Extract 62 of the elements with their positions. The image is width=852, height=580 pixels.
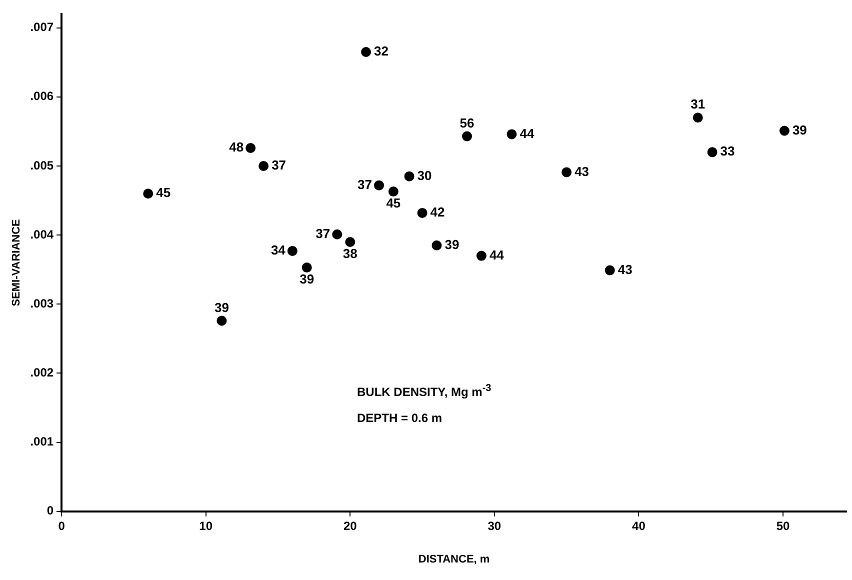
point <box>462 131 472 142</box>
point <box>432 240 442 250</box>
annotation: 45 <box>386 196 401 211</box>
annotation: 30 <box>417 168 432 183</box>
x-tick-label: 50 <box>776 518 790 533</box>
point <box>216 316 227 326</box>
x-axis-title: DISTANCE, m <box>418 553 490 566</box>
point <box>476 250 486 261</box>
y-tick-label: .007 <box>30 20 54 34</box>
annotation: 39 <box>444 237 460 252</box>
annotation: 44 <box>520 126 535 141</box>
point <box>287 246 298 256</box>
point <box>692 112 703 123</box>
point <box>374 180 384 190</box>
x-tick-label: 10 <box>199 518 213 533</box>
annotation: 33 <box>720 144 735 159</box>
y-tick-label: 0 <box>46 504 54 518</box>
annotation: 43 <box>618 262 632 277</box>
point <box>506 129 517 140</box>
annotation: 37 <box>272 158 286 173</box>
annotation: 45 <box>156 185 171 200</box>
annotation: 44 <box>489 247 505 262</box>
annotation: 37 <box>358 176 372 192</box>
x-tick-label: 40 <box>632 518 646 533</box>
annotation: 39 <box>300 272 314 287</box>
y-tick-label: .004 <box>30 227 54 242</box>
y-tick-label: .001 <box>30 434 54 449</box>
annotation: 42 <box>430 204 445 220</box>
x-tick-label: 30 <box>488 518 502 533</box>
y-axis-title: SEMI-VARIANCE <box>10 219 23 306</box>
point <box>302 262 312 273</box>
annotation: 39 <box>792 122 807 138</box>
point <box>361 46 372 57</box>
point <box>388 186 398 197</box>
y-tick-label: .006 <box>30 89 54 104</box>
point <box>562 167 572 178</box>
point <box>258 160 269 171</box>
annotation: 31 <box>690 96 706 112</box>
annotation: 43 <box>574 164 590 179</box>
annotation: 48 <box>229 140 244 155</box>
point <box>332 229 342 240</box>
point <box>404 171 414 182</box>
y-tick-label: .002 <box>30 366 54 380</box>
annotation: 39 <box>214 300 229 315</box>
annotation: 32 <box>374 44 388 59</box>
point <box>246 143 256 154</box>
x-tick-label: 0 <box>58 518 66 533</box>
annotation: 34 <box>270 242 286 258</box>
annotation: 56 <box>460 115 474 130</box>
point <box>345 236 356 247</box>
point <box>707 147 718 158</box>
annotation: 37 <box>316 226 330 241</box>
annotation: DEPTH = 0.6 m <box>357 410 444 427</box>
y-tick-label: .005 <box>30 158 54 172</box>
annotation: 38 <box>342 246 358 262</box>
point <box>143 188 154 199</box>
point <box>417 208 428 218</box>
y-tick-label: .003 <box>30 296 54 310</box>
point <box>779 126 790 136</box>
point <box>604 265 615 276</box>
annotation: BULK DENSITY, Mg m$^{-3}$ <box>357 382 492 401</box>
x-tick-label: 20 <box>343 518 358 533</box>
